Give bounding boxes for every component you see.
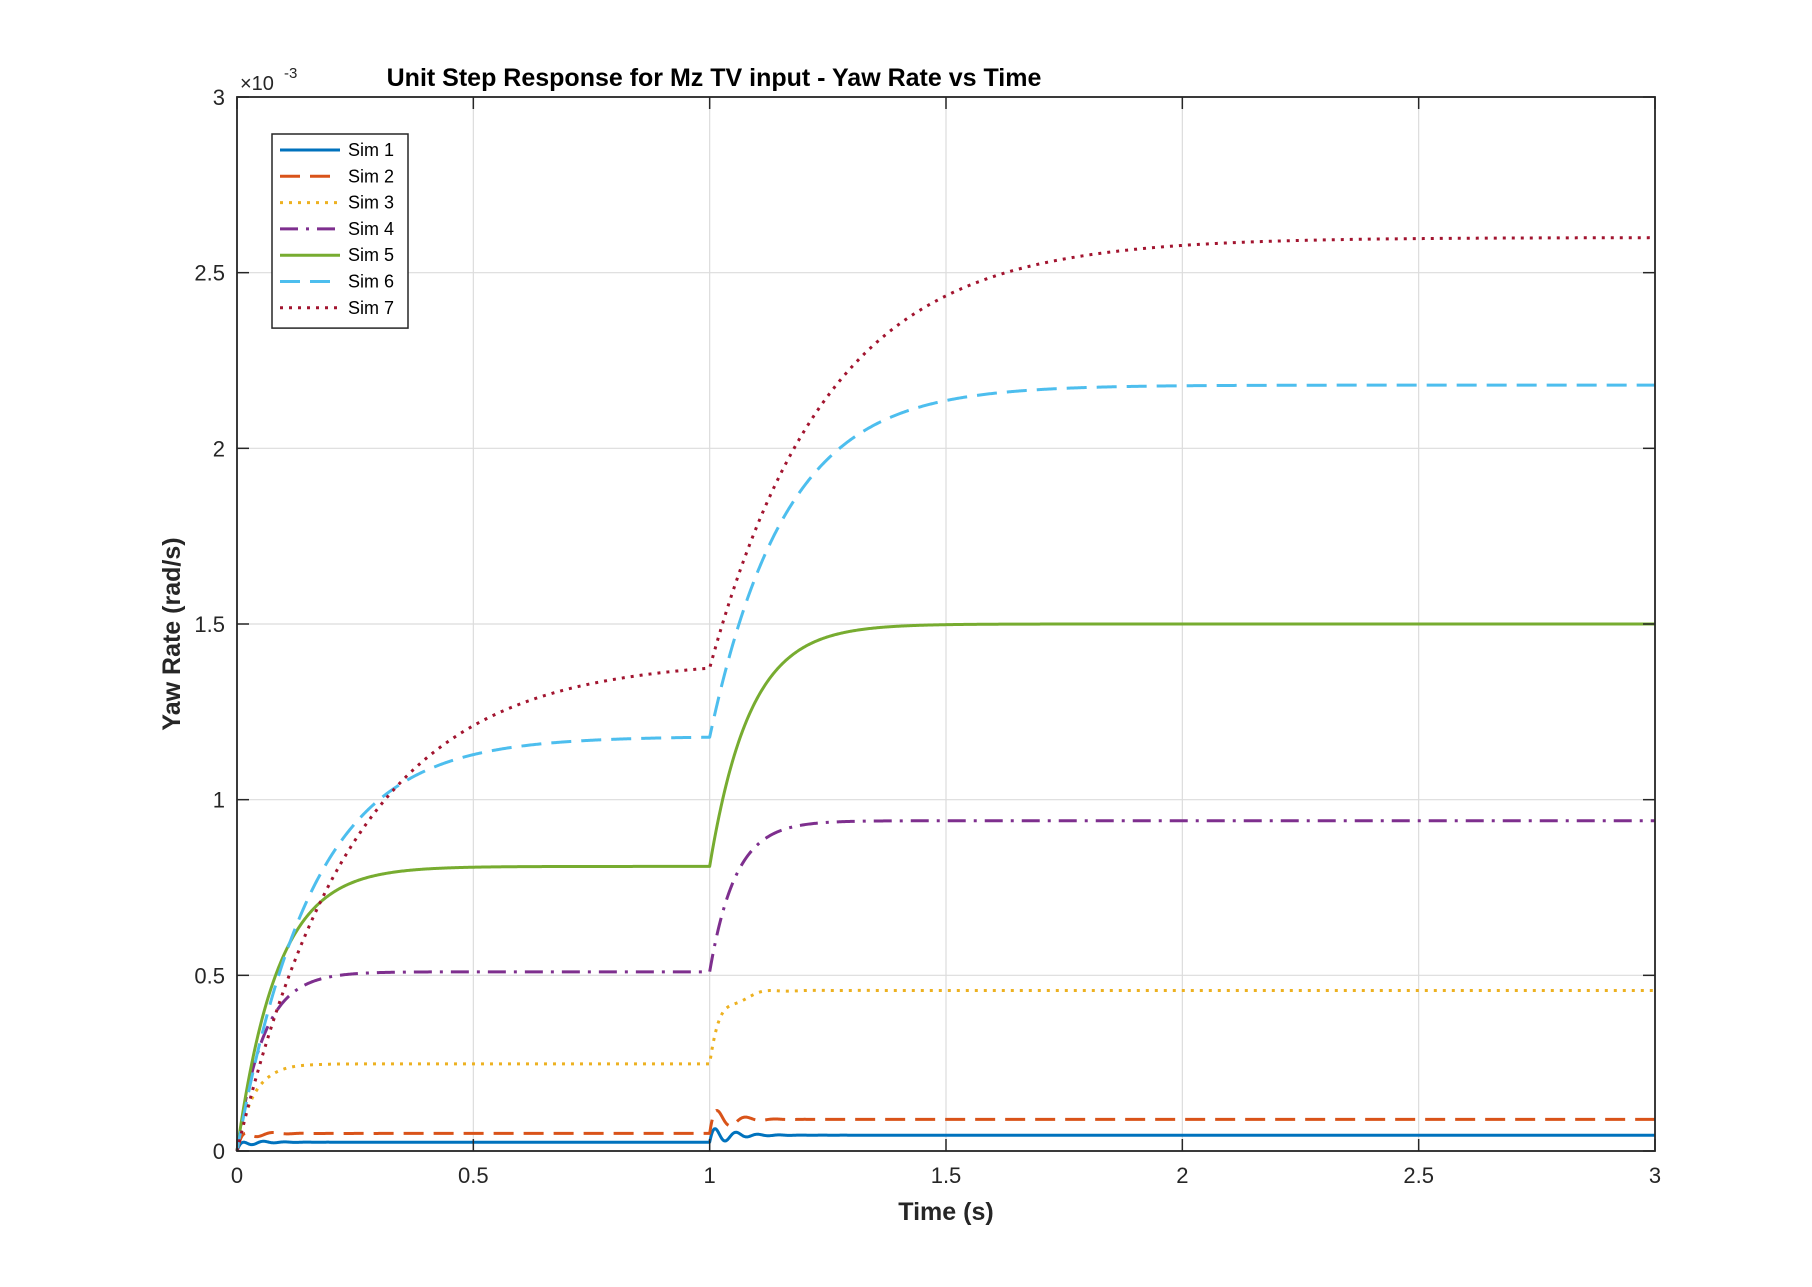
y-tick-label: 1 — [213, 788, 225, 813]
x-tick-label: 3 — [1649, 1163, 1661, 1188]
series-line-sim-6 — [235, 383, 1656, 1152]
series-line-sim-3 — [235, 988, 1656, 1152]
y-tick-label: 2.5 — [194, 261, 225, 286]
ticks — [236, 96, 1656, 1152]
legend-label-sim-4: Sim 4 — [348, 219, 394, 239]
x-tick-label: 1 — [704, 1163, 716, 1188]
legend: Sim 1 Sim 2 Sim 3 Sim 4 Sim 5 Sim 6 Sim 7 — [271, 133, 409, 329]
legend-label-sim-3: Sim 3 — [348, 193, 394, 213]
legend-label-sim-5: Sim 5 — [348, 245, 394, 265]
legend-label-sim-1: Sim 1 — [348, 140, 394, 160]
series-line-sim-5 — [235, 622, 1656, 1152]
legend-label-sim-7: Sim 7 — [348, 298, 394, 318]
x-tick-label: 1.5 — [931, 1163, 962, 1188]
legend-label-sim-6: Sim 6 — [348, 272, 394, 292]
x-tick-label: 2.5 — [1403, 1163, 1434, 1188]
series-line-sim-2 — [235, 1109, 1656, 1152]
y-tick-label: 1.5 — [194, 612, 225, 637]
legend-box — [271, 133, 409, 329]
x-tick-label: 0.5 — [458, 1163, 489, 1188]
x-axis-label: Time (s) — [898, 1198, 993, 1226]
series-line-sim-4 — [235, 819, 1656, 1152]
x-tick-label: 2 — [1176, 1163, 1188, 1188]
y-tick-label: 0 — [213, 1139, 225, 1164]
legend-label-sim-2: Sim 2 — [348, 166, 394, 186]
y-exponent-power: -3 — [284, 65, 297, 82]
y-tick-label: 0.5 — [194, 963, 225, 988]
x-tick-label: 0 — [231, 1163, 243, 1188]
y-tick-label: 2 — [213, 436, 225, 461]
chart-title: Unit Step Response for Mz TV input - Yaw… — [387, 64, 1042, 92]
y-exponent-base: ×10 — [240, 73, 274, 95]
y-tick-label: 3 — [213, 85, 225, 110]
y-axis-label: Yaw Rate (rad/s) — [158, 537, 186, 730]
y-exponent-label: ×10 -3 — [240, 65, 297, 95]
tick-labels: 0 0.5 1 1.5 2 2.5 3 0 0.5 1 1.5 2 2.5 3 — [194, 85, 1661, 1188]
